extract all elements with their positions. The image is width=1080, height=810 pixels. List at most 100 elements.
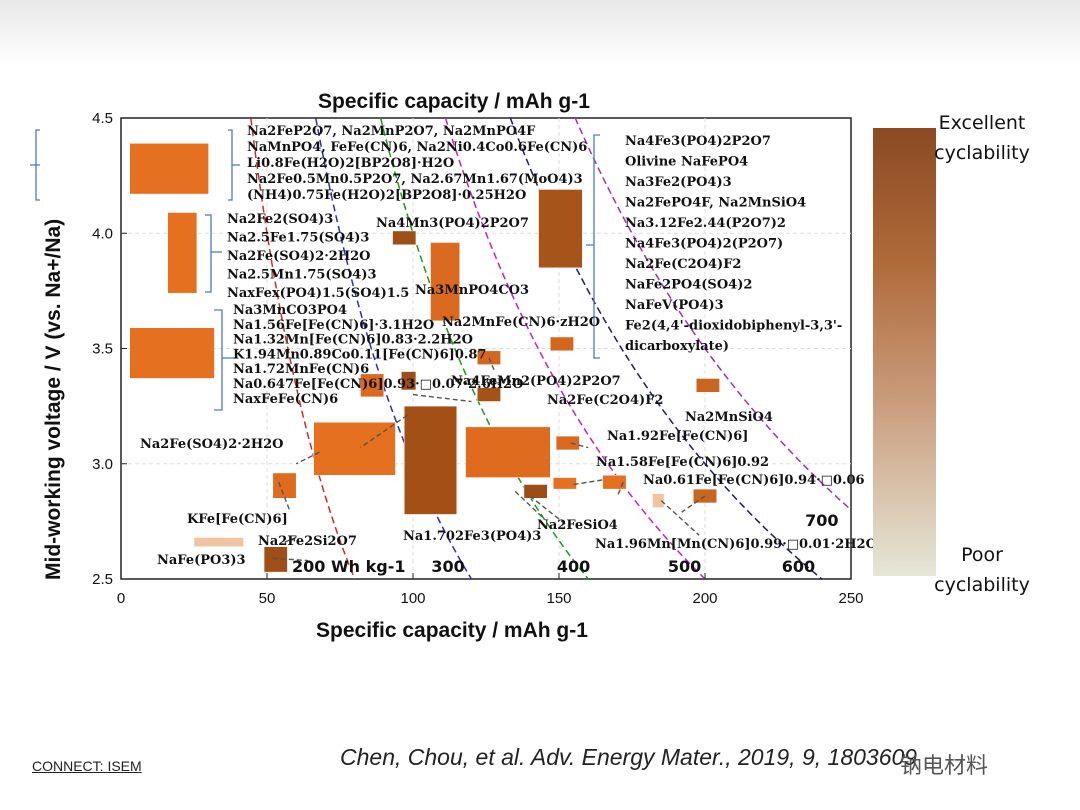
energy-line: [444, 118, 707, 579]
compound-label: Na2Fe0.5Mn0.5P2O7, Na2.67Mn1.67(MoO4)3: [247, 172, 583, 187]
compound-label: Olivine NaFePO4: [625, 155, 748, 170]
energy-label: 600: [782, 557, 815, 576]
connector: [681, 495, 706, 513]
annotation-label: Na2MnFe(CN)6·zH2O: [442, 315, 600, 330]
x-tick-label: 250: [838, 590, 863, 607]
material-region: [313, 422, 396, 476]
group-labels: Na2FeP2O7, Na2MnP2O7, Na2MnPO4FNaMnPO4, …: [227, 124, 842, 407]
y-tick-label: 2.5: [92, 571, 113, 588]
y-axis-label: Mid-working voltage / V (vs. Na+/Na): [42, 219, 65, 580]
material-region: [360, 373, 385, 398]
footer-link[interactable]: CONNECT: ISEM: [32, 758, 142, 774]
compound-label: Na2.5Fe1.75(SO4)3: [227, 231, 369, 246]
material-region: [430, 242, 460, 322]
x-tick-label: 150: [546, 590, 571, 607]
material-region: [602, 475, 627, 490]
compound-label: (NH4)0.75Fe(H2O)2[BP2O8]·0.25H2O: [247, 188, 526, 203]
compound-label: Na2Fe(C2O4)F2: [625, 257, 741, 272]
compound-label: Na2FeP2O7, Na2MnP2O7, Na2MnPO4F: [247, 124, 536, 139]
material-region: [403, 405, 458, 515]
brace-group-1: [30, 129, 600, 411]
watermark: 钠电材料: [900, 754, 989, 779]
material-region: [552, 477, 577, 490]
annotation-label: Na4Mn3(PO4)2P2O7: [376, 216, 529, 231]
connector: [278, 481, 292, 513]
material-region: [476, 350, 501, 365]
compound-label: Na2FePO4F, Na2MnSiO4: [625, 196, 806, 211]
annotation-label: KFe[Fe(CN)6]: [187, 512, 288, 527]
connector: [573, 479, 603, 486]
material-region: [401, 371, 417, 391]
compound-label: NaxFeFe(CN)6: [233, 392, 338, 407]
y-tick-label: 3.0: [92, 456, 113, 473]
energy-line: [250, 118, 356, 579]
connector: [529, 495, 569, 527]
compound-label: Na3Fe2(PO4)3: [625, 175, 732, 190]
connector: [660, 500, 700, 536]
material-region: [263, 546, 288, 573]
material-region: [549, 336, 574, 352]
x-ticks: 0 50 100 150 200 250: [117, 573, 864, 607]
citation: Chen, Chou, et al. Adv. Energy Mater., 2…: [340, 744, 918, 770]
compound-label: NaMnPO4, FeFe(CN)6, Na2Ni0.4Co0.6Fe(CN)6: [247, 140, 587, 155]
energy-label: 700: [805, 511, 838, 530]
material-region: [193, 537, 244, 547]
connector: [412, 393, 472, 403]
chart-title: Specific capacity / mAh g-1: [318, 90, 590, 113]
annotation-label: Na2MnSiO4: [685, 410, 773, 425]
energy-line: [574, 118, 851, 511]
material-region: [538, 189, 583, 269]
x-axis-label: Specific capacity / mAh g-1: [316, 619, 588, 642]
material-region: [392, 230, 417, 246]
compound-label: Fe2(4,4'-dioxidobiphenyl-3,3'-: [625, 319, 842, 334]
compound-label: NaFeV(PO4)3: [625, 298, 724, 313]
material-regions: [129, 143, 720, 573]
compound-label: K1.94Mn0.89Co0.11[Fe(CN)6]0.87: [233, 347, 486, 362]
connector: [570, 442, 589, 449]
material-region: [167, 212, 198, 294]
y-ticks: 2.5 3.0 3.5 4.0 4.5: [92, 110, 127, 588]
compound-label: Na1.72MnFe(CN)6: [233, 362, 369, 377]
annotation-label: Na2Fe(C2O4)F2: [547, 393, 663, 408]
annotation-label: Na3MnPO4CO3: [415, 283, 529, 298]
annotation-label: Na2FeSiO4: [537, 518, 618, 533]
compound-label: Na1.32Mn[Fe(CN)6]0.83·2.2H2O: [233, 333, 473, 348]
material-region: [523, 484, 548, 499]
compound-label: Na4Fe3(PO4)2(P2O7): [625, 237, 783, 252]
x-tick-label: 50: [259, 590, 276, 607]
annotations: Na4Mn3(PO4)2P2O7 Na3MnPO4CO3 Na2MnFe(CN)6·…: [140, 216, 877, 568]
compound-label: Na2Fe2(SO4)3: [227, 212, 333, 227]
legend-top-label: Excellent cyclability: [934, 112, 1030, 164]
x-tick-label: 200: [692, 590, 717, 607]
x-tick-label: 0: [117, 590, 125, 607]
annotation-label: Na1.92Fe[Fe(CN)6]: [607, 429, 748, 444]
annotation-label: Na1.58Fe[Fe(CN)6]0.92: [596, 455, 769, 470]
material-region: [129, 327, 215, 379]
annotation-label: Na1.96Mn[Mn(CN)6]0.99·□0.01·2H2O: [595, 537, 877, 552]
compound-label: Li0.8Fe(H2O)2[BP2O8]·H2O: [247, 156, 454, 171]
annotation-label: Na0.61Fe[Fe(CN)6]0.94·□0.06: [643, 473, 865, 488]
annotation-label: Na4FeMn2(PO4)2P2O7: [451, 374, 621, 389]
connector: [514, 490, 545, 520]
energy-label: 500: [668, 557, 701, 576]
connector: [488, 357, 496, 372]
energy-label: 200 Wh kg-1: [292, 557, 405, 576]
y-tick-label: 3.5: [92, 341, 113, 358]
material-region: [695, 378, 720, 393]
compound-label: Na2Fe(SO4)2·2H2O: [227, 249, 370, 264]
material-region: [652, 493, 665, 508]
y-tick-label: 4.0: [92, 225, 113, 242]
energy-line: [314, 118, 473, 579]
y-tick-label: 4.5: [92, 110, 113, 127]
material-region: [465, 426, 551, 478]
annotation-label: Na2Fe(SO4)2·2H2O: [140, 437, 283, 452]
compound-label: Na1.56Fe[Fe(CN)6]·3.1H2O: [233, 318, 434, 333]
annotation-label: Na1.702Fe3(PO4)3: [403, 529, 541, 544]
connector: [295, 451, 320, 465]
annotation-label: Na2Fe2Si2O7: [258, 534, 357, 549]
material-region: [476, 387, 501, 402]
connector-lines: [272, 357, 706, 562]
legend-bottom-label: Poor cyclability: [934, 544, 1030, 596]
